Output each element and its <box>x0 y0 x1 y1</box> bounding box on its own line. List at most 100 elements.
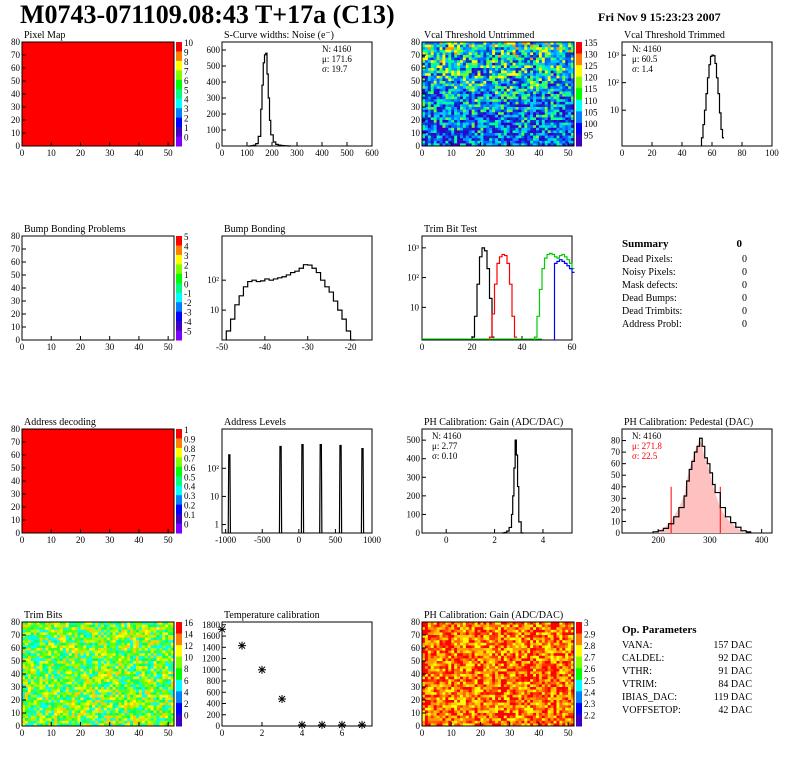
heatmap-cell <box>483 81 487 84</box>
heatmap-cell <box>550 57 554 61</box>
heatmap-cell <box>136 627 140 631</box>
heatmap-cell <box>27 702 32 706</box>
heatmap-cell <box>86 668 90 672</box>
heatmap-cell <box>71 694 75 698</box>
heatmap-cell <box>536 88 540 92</box>
heatmap-cell <box>541 107 546 110</box>
heatmap-cell <box>159 666 163 670</box>
heatmap-cell <box>506 42 510 45</box>
heatmap-cell <box>118 650 122 654</box>
heatmap-cell <box>115 687 119 690</box>
heatmap-cell <box>153 650 157 654</box>
palette-label: 0.5 <box>184 472 196 482</box>
stat-line: N: 4160 <box>632 44 662 54</box>
heatmap-cell <box>471 120 475 123</box>
heatmap-cell <box>98 663 102 667</box>
heatmap-cell <box>36 668 40 672</box>
heatmap-cell <box>80 650 84 654</box>
heatmap-cell <box>524 60 528 64</box>
heatmap-cell <box>100 723 105 727</box>
heatmap-cell <box>477 73 481 77</box>
heatmap-cell <box>80 671 84 675</box>
heatmap-cell <box>442 104 446 108</box>
heatmap-cell <box>492 140 496 144</box>
heatmap-cell <box>80 676 84 680</box>
palette-label: 110 <box>584 96 598 106</box>
heatmap-cell <box>468 130 472 134</box>
heatmap-cell <box>509 138 513 142</box>
heatmap-cell <box>138 632 143 636</box>
heatmap-cell <box>565 47 569 51</box>
heatmap-cell <box>74 674 78 677</box>
heatmap-cell <box>65 635 70 638</box>
palette-swatch <box>176 273 182 284</box>
heatmap-cell <box>109 720 113 724</box>
heatmap-cell <box>42 700 46 703</box>
heatmap-cell <box>60 715 64 719</box>
heatmap-cell <box>159 624 163 628</box>
heatmap-cell <box>162 710 166 714</box>
heatmap-cell <box>457 49 461 53</box>
x-tick-label: 50 <box>164 535 174 545</box>
heatmap-cell <box>547 55 551 58</box>
heatmap-cell <box>153 713 157 716</box>
heatmap-cell <box>433 637 437 641</box>
heatmap-cell <box>36 684 40 688</box>
heatmap-cell <box>83 702 87 706</box>
heatmap-cell <box>144 653 148 657</box>
heatmap-cell <box>427 47 432 51</box>
heatmap-cell <box>24 648 29 651</box>
heatmap-cell <box>492 47 496 51</box>
heatmap-cell <box>518 96 522 100</box>
heatmap-cell <box>515 130 519 134</box>
heatmap-cell <box>60 648 64 651</box>
heatmap-cell <box>100 648 105 651</box>
heatmap-cell <box>544 68 548 71</box>
heatmap-cell <box>451 88 455 92</box>
heatmap-cell <box>74 637 78 641</box>
palette-swatch <box>176 98 182 109</box>
y-tick-label: 70 <box>11 244 21 254</box>
x-tick-label: 400 <box>755 535 769 545</box>
heatmap-cell <box>427 78 432 82</box>
y-tick-label: 70 <box>11 630 21 640</box>
heatmap-cell <box>103 689 108 693</box>
heatmap-cell <box>492 133 496 136</box>
heatmap-cell <box>550 143 554 147</box>
heatmap-cell <box>39 635 43 638</box>
heatmap-cell <box>109 715 113 719</box>
heatmap-cell <box>442 130 446 134</box>
heatmap-cell <box>133 668 137 672</box>
palette-label: 115 <box>584 84 598 94</box>
heatmap-cell <box>433 70 437 74</box>
heatmap-cell <box>65 655 70 659</box>
heatmap-cell <box>156 713 160 716</box>
heatmap-cell <box>159 681 163 685</box>
heatmap-cell <box>27 723 32 727</box>
heatmap-cell <box>86 663 90 667</box>
heatmap-cell <box>141 694 146 698</box>
heatmap-cell <box>68 700 72 703</box>
heatmap-cell <box>433 60 437 64</box>
heatmap-cell <box>427 133 432 136</box>
heatmap-cell <box>439 52 443 56</box>
palette-label: 5 <box>184 85 189 95</box>
heatmap-cell <box>460 120 464 123</box>
heatmap-cell <box>42 640 46 644</box>
heatmap-cell <box>430 642 434 646</box>
heatmap-cell <box>62 624 67 628</box>
heatmap-cell <box>460 125 464 129</box>
heatmap-cell <box>62 629 67 633</box>
heatmap-cell <box>42 663 46 667</box>
heatmap-cell <box>168 718 172 722</box>
heatmap-cell <box>424 122 429 126</box>
heatmap-cell <box>451 114 455 118</box>
heatmap-cell <box>562 107 566 110</box>
heatmap-cell <box>42 655 46 659</box>
heatmap-cell <box>515 94 519 97</box>
heatmap-cell <box>571 114 575 118</box>
heatmap-cell <box>439 140 443 144</box>
heatmap-cell <box>427 44 432 48</box>
heatmap-cell <box>550 96 554 100</box>
heatmap-cell <box>68 671 72 675</box>
